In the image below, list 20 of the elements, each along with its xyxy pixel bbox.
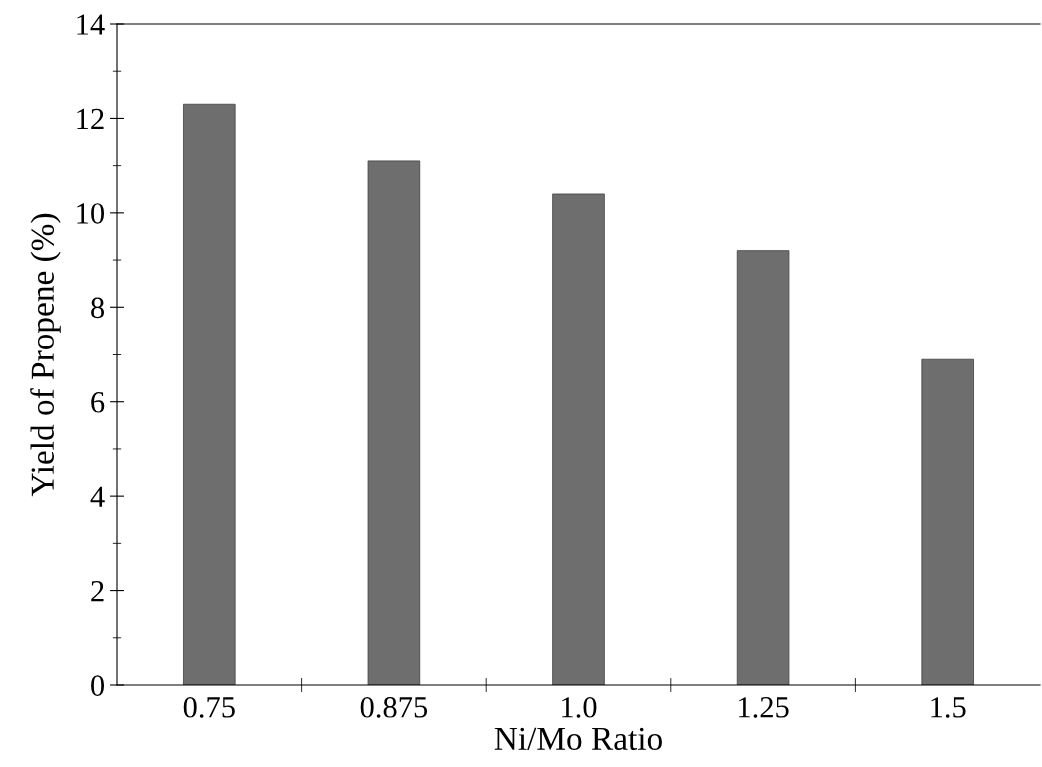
x-tick-label: 1.25 — [739, 697, 789, 718]
x-tick-label: 0.875 — [360, 696, 428, 718]
x-tick-label: 1.5 — [931, 697, 966, 718]
bar — [736, 250, 790, 685]
x-axis-title: Ni/Mo Ratio — [494, 727, 662, 751]
bar — [367, 160, 421, 685]
y-tick-label: 14 — [77, 14, 105, 35]
y-tick-label: 8 — [91, 297, 105, 319]
y-tick-label: 10 — [77, 203, 105, 224]
bar — [921, 358, 974, 685]
y-axis-title: Yield of Propene (%) — [30, 213, 61, 497]
bar — [552, 193, 605, 685]
x-tick-label: 1.0 — [562, 696, 597, 718]
bar — [183, 103, 236, 685]
y-tick-label: 2 — [91, 580, 104, 602]
y-tick-label: 4 — [90, 486, 105, 507]
y-tick-label: 0 — [91, 675, 105, 696]
x-tick-label: 0.75 — [183, 696, 235, 718]
y-tick-label: 12 — [77, 108, 104, 130]
y-tick-label: 6 — [91, 392, 105, 413]
